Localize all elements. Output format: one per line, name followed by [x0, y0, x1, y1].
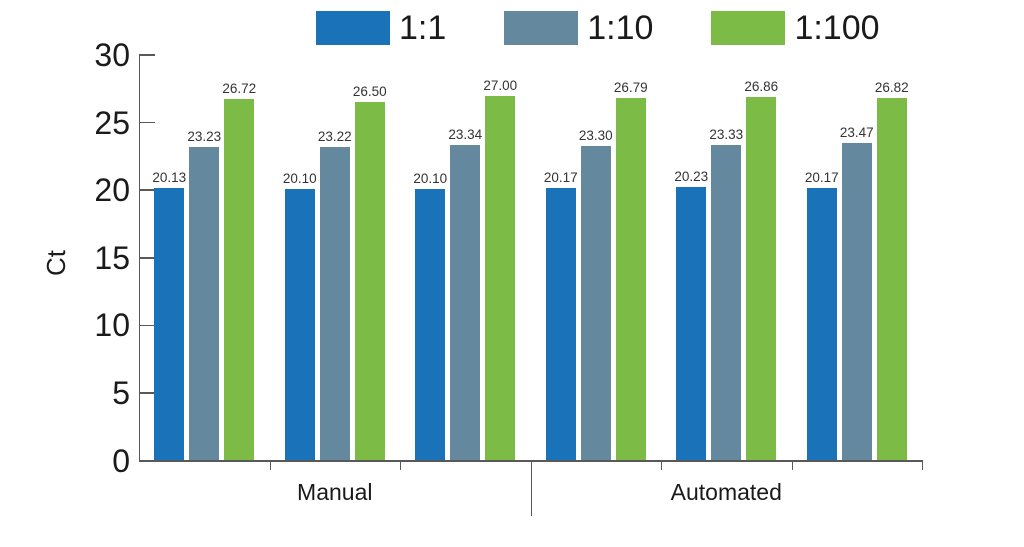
bar-1-100: [224, 99, 255, 461]
y-axis-tick-label: 30: [94, 37, 130, 73]
bar-1-100: [746, 97, 777, 461]
y-axis-tick: [139, 256, 155, 259]
bar-value-label: 26.86: [744, 79, 779, 95]
y-axis-tick: [139, 392, 155, 394]
bar-1-1: [154, 188, 185, 461]
bar-1-10: [841, 143, 872, 461]
bar-value-label: 23.33: [709, 127, 744, 143]
bar-value-label: 26.79: [613, 80, 648, 96]
bar-value-label: 23.23: [187, 128, 222, 144]
y-axis-tick-label: 5: [112, 374, 130, 411]
x-axis-tick: [661, 460, 663, 470]
y-axis-tick: [139, 121, 155, 124]
bar-1-1: [415, 188, 446, 461]
bar-1-10: [711, 145, 742, 461]
x-axis-tick: [269, 460, 271, 470]
legend-label: 1:1: [399, 9, 447, 47]
bar-1-10: [319, 146, 350, 461]
bar-value-label: 20.23: [674, 169, 709, 185]
bar-value-label: 26.72: [222, 81, 257, 97]
bar-1-10: [580, 145, 611, 461]
bar-1-10: [450, 145, 481, 461]
y-axis-tick: [139, 189, 155, 191]
bar-1-10: [189, 146, 220, 461]
legend-item: 1:100: [711, 9, 880, 47]
x-axis-tick: [922, 460, 924, 470]
bar-1-1: [676, 187, 707, 461]
bar-1-100: [354, 102, 385, 461]
group-divider: [530, 460, 532, 516]
legend-swatch-1-1: [316, 11, 390, 45]
bar-value-label: 23.30: [578, 127, 613, 143]
legend-label: 1:100: [794, 9, 880, 47]
y-axis-tick-label: 0: [112, 442, 130, 479]
x-axis-group-label: Manual: [297, 479, 373, 505]
y-axis-tick: [139, 54, 155, 56]
bar-value-label: 26.50: [352, 84, 387, 100]
y-axis-tick-label: 15: [94, 239, 130, 276]
legend: 1:1 1:10 1:100: [316, 8, 880, 48]
bar-value-label: 20.17: [543, 169, 578, 185]
bar-value-label: 23.47: [839, 125, 874, 141]
bar-value-label: 23.34: [448, 127, 483, 143]
bar-value-label: 26.82: [874, 79, 909, 95]
x-axis-group-label: Automated: [670, 479, 782, 505]
bar-1-100: [615, 98, 646, 461]
legend-item: 1:10: [504, 9, 653, 47]
legend-label: 1:10: [587, 9, 654, 47]
legend-swatch-1-10: [504, 11, 579, 45]
x-axis-tick: [400, 460, 402, 470]
bar-value-label: 20.13: [152, 170, 187, 186]
bar-1-100: [876, 97, 907, 461]
bar-1-1: [284, 188, 315, 461]
legend-item: 1:1: [316, 9, 446, 47]
y-axis-tick: [139, 459, 155, 462]
legend-swatch-1-100: [711, 11, 786, 45]
y-axis-tick: [139, 324, 155, 327]
x-axis-tick: [791, 460, 793, 470]
y-axis-tick-label: 25: [94, 104, 130, 141]
y-axis-tick-label: 10: [94, 307, 130, 344]
bar-value-label: 23.22: [317, 128, 352, 144]
y-axis-tick-label: 20: [94, 172, 130, 209]
bar-value-label: 20.17: [804, 169, 839, 185]
bar-value-label: 27.00: [483, 77, 518, 93]
bar-1-100: [485, 95, 516, 461]
bar-value-label: 20.10: [413, 170, 448, 186]
bar-value-label: 20.10: [282, 170, 317, 186]
bar-1-1: [806, 187, 837, 461]
bar-1-1: [545, 187, 576, 461]
